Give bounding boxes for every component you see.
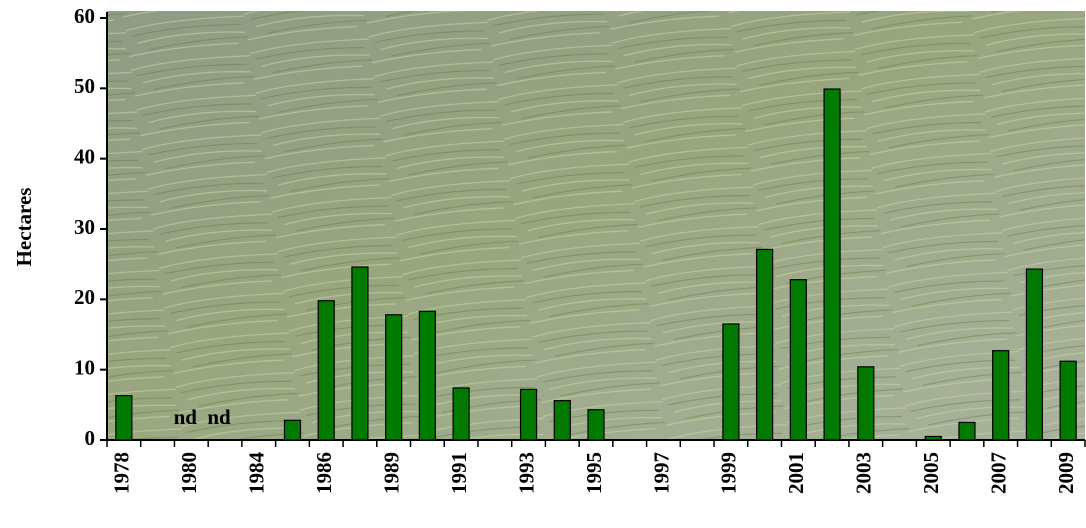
bar bbox=[958, 421, 976, 441]
bar bbox=[992, 350, 1010, 441]
x-tick-label: 2005 bbox=[919, 452, 943, 494]
y-tick-label: 60 bbox=[74, 4, 95, 28]
x-tick-label: 1986 bbox=[312, 452, 336, 494]
x-tick-label: 1984 bbox=[245, 452, 269, 495]
y-tick-label: 50 bbox=[74, 74, 95, 98]
bar bbox=[924, 435, 942, 441]
bar bbox=[857, 366, 875, 441]
bar bbox=[587, 409, 605, 441]
bar bbox=[553, 400, 571, 441]
bar bbox=[283, 419, 302, 441]
x-tick-label: 1997 bbox=[649, 452, 673, 494]
x-tick-label: 1980 bbox=[177, 452, 201, 494]
bar bbox=[115, 395, 133, 441]
x-tick-label: 1989 bbox=[379, 452, 403, 494]
value-label: nd bbox=[174, 405, 198, 429]
y-axis-label: Hectares bbox=[12, 188, 36, 267]
bar bbox=[452, 387, 470, 441]
plot-texture bbox=[107, 11, 1085, 440]
y-tick-label: 20 bbox=[74, 285, 95, 309]
y-tick-label: 10 bbox=[74, 355, 95, 379]
bar bbox=[317, 300, 335, 441]
value-label: nd bbox=[207, 405, 231, 429]
bar bbox=[1025, 268, 1044, 441]
bar bbox=[418, 310, 436, 441]
bar bbox=[823, 88, 841, 441]
bar bbox=[1059, 360, 1077, 441]
y-tick-label: 30 bbox=[74, 215, 95, 239]
bar bbox=[351, 266, 369, 441]
y-tick-label: 0 bbox=[85, 426, 96, 450]
x-tick-label: 2009 bbox=[1054, 452, 1078, 494]
x-tick-label: 1991 bbox=[447, 452, 471, 494]
y-tick-label: 40 bbox=[74, 144, 95, 168]
x-tick-label: 2003 bbox=[852, 452, 876, 494]
x-tick-label: 1978 bbox=[110, 452, 134, 494]
bar bbox=[756, 248, 774, 441]
x-tick-label: 1995 bbox=[582, 452, 606, 494]
x-tick-label: 1999 bbox=[717, 452, 741, 494]
x-tick-label: 1993 bbox=[514, 452, 538, 494]
bar bbox=[722, 323, 740, 441]
bar bbox=[789, 279, 807, 441]
bar bbox=[385, 314, 403, 441]
x-tick-label: 2007 bbox=[987, 452, 1011, 494]
x-tick-label: 2001 bbox=[784, 452, 808, 494]
bar bbox=[519, 388, 538, 441]
